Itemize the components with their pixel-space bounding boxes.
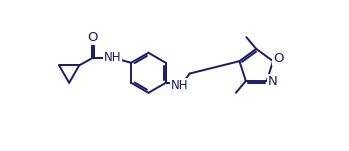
Text: O: O [87,31,97,44]
Text: NH: NH [104,50,121,64]
Text: NH: NH [171,79,188,92]
Text: O: O [273,52,284,65]
Text: N: N [268,75,277,88]
